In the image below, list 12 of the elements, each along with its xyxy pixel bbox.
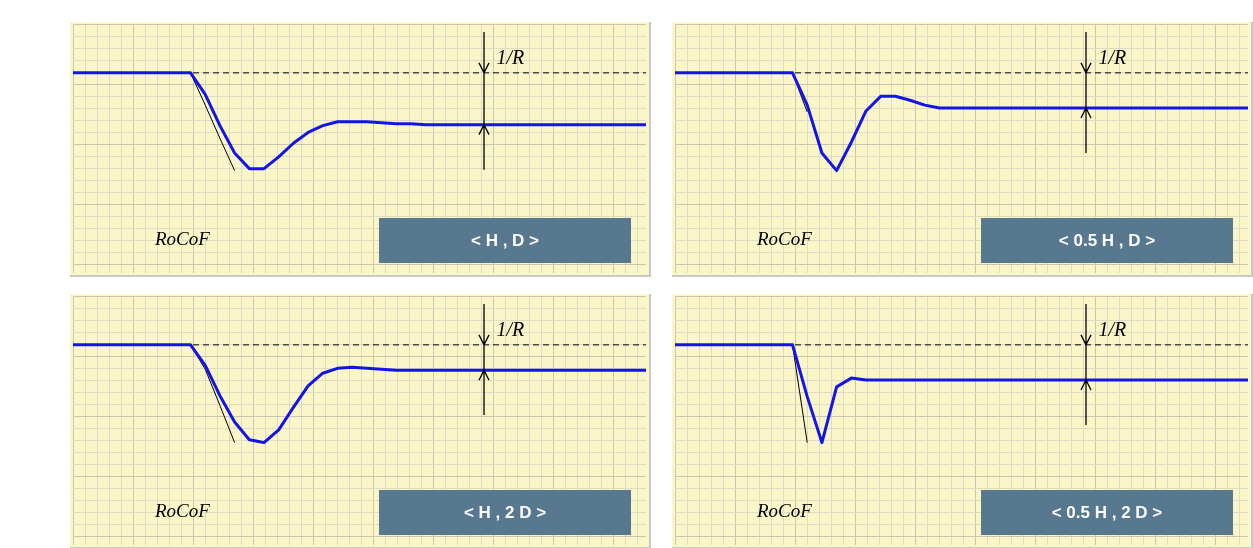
text: RoCoF: [154, 228, 211, 249]
text: 1/R: [1098, 46, 1127, 68]
text: RoCoF: [154, 500, 211, 521]
text: RoCoF: [756, 228, 813, 249]
text: 1/R: [496, 46, 525, 68]
text: RoCoF: [756, 500, 813, 521]
text: < 0.5 H , D >: [981, 218, 1233, 263]
text: < 0.5 H , 2 D >: [981, 490, 1233, 535]
text: 1/R: [496, 318, 525, 340]
text: < H , 2 D >: [379, 490, 631, 535]
text: < H , D >: [379, 218, 631, 263]
text: 1/R: [1098, 318, 1127, 340]
